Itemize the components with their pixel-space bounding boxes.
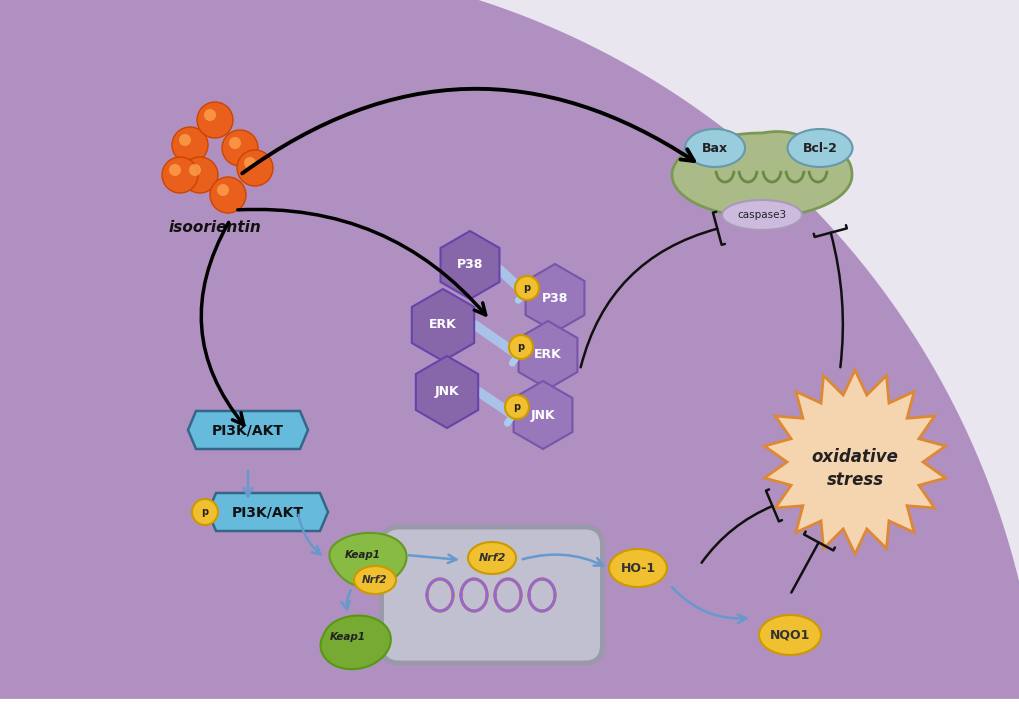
Text: ERK: ERK — [429, 319, 457, 332]
Polygon shape — [258, 0, 1019, 723]
Circle shape — [178, 134, 191, 146]
Circle shape — [244, 157, 256, 169]
FancyBboxPatch shape — [381, 527, 602, 663]
Text: P38: P38 — [457, 259, 483, 272]
Circle shape — [204, 109, 216, 121]
Polygon shape — [518, 321, 577, 389]
Polygon shape — [208, 493, 328, 531]
Circle shape — [192, 499, 218, 525]
Text: Bax: Bax — [701, 142, 728, 155]
Text: PI3K/AKT: PI3K/AKT — [212, 423, 283, 437]
Circle shape — [162, 157, 198, 193]
Circle shape — [504, 395, 529, 419]
Polygon shape — [329, 533, 407, 587]
Text: JNK: JNK — [434, 385, 459, 398]
Polygon shape — [187, 411, 308, 449]
Polygon shape — [440, 231, 499, 299]
Text: NQO1: NQO1 — [769, 628, 809, 641]
Polygon shape — [259, 0, 1019, 723]
Text: P38: P38 — [541, 291, 568, 304]
Ellipse shape — [721, 200, 801, 230]
Ellipse shape — [468, 542, 516, 574]
Polygon shape — [416, 356, 478, 428]
Circle shape — [515, 276, 538, 300]
Text: p: p — [523, 283, 530, 293]
Text: oxidative: oxidative — [811, 448, 898, 466]
Text: isoorientin: isoorientin — [168, 220, 261, 235]
Text: PI3K/AKT: PI3K/AKT — [231, 505, 304, 519]
Text: JNK: JNK — [530, 408, 554, 422]
Polygon shape — [763, 370, 945, 554]
Circle shape — [181, 157, 218, 193]
Text: p: p — [517, 342, 524, 352]
Circle shape — [197, 102, 232, 138]
Circle shape — [210, 177, 246, 213]
Polygon shape — [412, 289, 474, 361]
Text: Keap1: Keap1 — [344, 550, 381, 560]
Ellipse shape — [685, 129, 744, 167]
Text: stress: stress — [825, 471, 882, 489]
Text: Nrf2: Nrf2 — [478, 553, 505, 563]
Circle shape — [236, 150, 273, 186]
Polygon shape — [525, 264, 584, 332]
Text: p: p — [513, 402, 520, 412]
Polygon shape — [672, 132, 851, 217]
Circle shape — [169, 164, 180, 176]
Ellipse shape — [787, 129, 852, 167]
Polygon shape — [320, 615, 390, 669]
Circle shape — [172, 127, 208, 163]
Ellipse shape — [354, 566, 395, 594]
Circle shape — [229, 137, 240, 149]
Circle shape — [217, 184, 229, 196]
Text: Nrf2: Nrf2 — [362, 575, 387, 585]
Text: ERK: ERK — [534, 348, 561, 362]
Polygon shape — [0, 0, 1019, 699]
Text: p: p — [201, 507, 208, 517]
Circle shape — [189, 164, 201, 176]
Text: Keap1: Keap1 — [330, 632, 366, 642]
Ellipse shape — [608, 549, 666, 587]
Polygon shape — [513, 381, 572, 449]
Circle shape — [222, 130, 258, 166]
Circle shape — [508, 335, 533, 359]
Text: HO-1: HO-1 — [620, 562, 655, 575]
Ellipse shape — [758, 615, 820, 655]
Text: caspase3: caspase3 — [737, 210, 786, 220]
Text: Bcl-2: Bcl-2 — [802, 142, 837, 155]
